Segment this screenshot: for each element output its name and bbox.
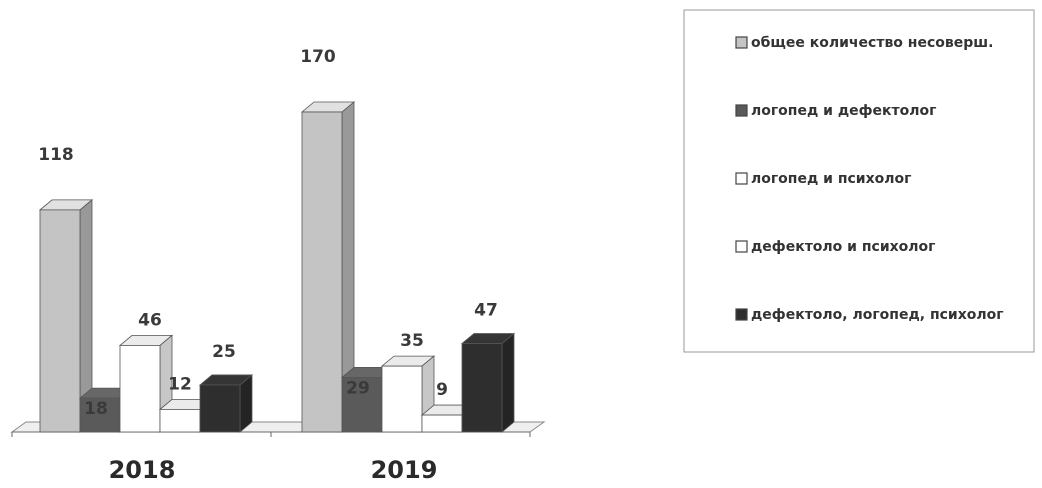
legend-label: дефектоло, логопед, психолог [751, 307, 1004, 323]
legend-swatch [735, 104, 748, 117]
data-label-2018-s2: 46 [138, 310, 162, 330]
bar-2018-s0 [38, 199, 94, 433]
data-label-2018-s1: 18 [84, 399, 108, 419]
legend-item-1: логопед и дефектолог [735, 103, 936, 119]
legend-swatch [735, 308, 748, 321]
data-label-2019-s3: 9 [436, 380, 448, 400]
legend-swatch [735, 240, 748, 253]
bar-2019-s4 [460, 332, 516, 433]
legend: общее количество несоверш. логопед и дефе… [683, 9, 1035, 353]
legend-item-0: общее количество несоверш. [735, 35, 993, 51]
legend-label: общее количество несоверш. [751, 35, 993, 51]
data-label-2018-s4: 25 [212, 342, 236, 362]
data-labels: 118 18 46 12 25 170 29 35 9 47 [38, 47, 498, 419]
legend-swatch [735, 36, 748, 49]
data-label-2019-s2: 35 [400, 331, 424, 351]
category-label-2018: 2018 [109, 456, 176, 484]
category-labels: 2018 2019 [109, 456, 438, 484]
legend-swatch [735, 172, 748, 185]
data-label-2018-s0: 118 [38, 145, 74, 165]
category-label-2019: 2019 [371, 456, 438, 484]
legend-label: дефектоло и психолог [751, 239, 935, 255]
legend-item-2: логопед и психолог [735, 171, 911, 187]
legend-label: логопед и психолог [751, 171, 911, 187]
data-label-2019-s1: 29 [346, 378, 370, 398]
data-label-2018-s3: 12 [168, 374, 192, 394]
data-label-2019-s4: 47 [474, 301, 498, 321]
legend-item-3: дефектоло и психолог [735, 239, 935, 255]
legend-item-4: дефектоло, логопед, психолог [735, 307, 1004, 323]
bar-2018-s4 [198, 374, 254, 433]
bar-2019-s0 [300, 101, 356, 433]
data-label-2019-s0: 170 [300, 47, 336, 67]
legend-label: логопед и дефектолог [751, 103, 936, 119]
chart-bars [38, 101, 516, 433]
